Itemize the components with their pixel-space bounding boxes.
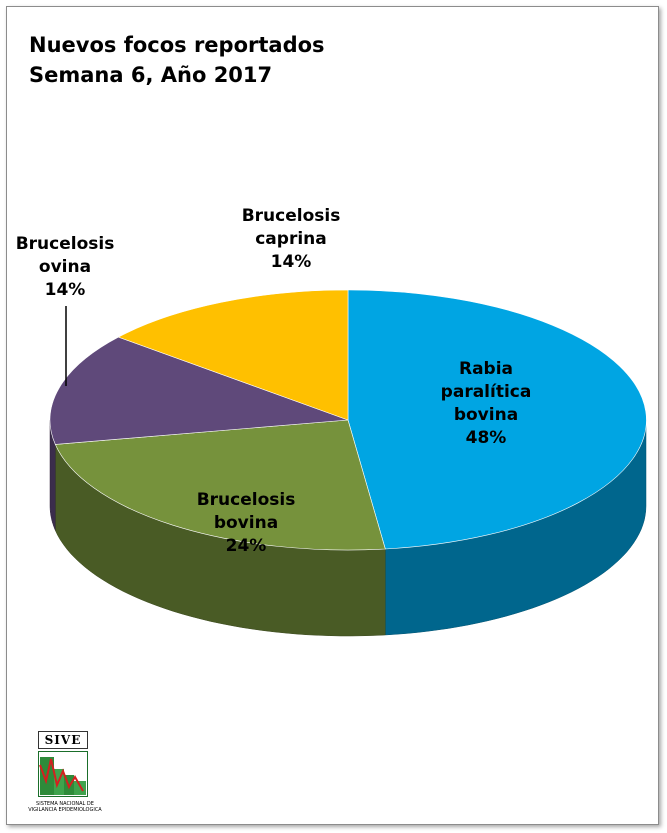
pie-slice-2 xyxy=(49,336,349,445)
slice-label-3-0: Brucelosis xyxy=(242,206,341,226)
chart-title: Nuevos focos reportados Semana 6, Año 20… xyxy=(29,30,325,90)
slice-label-2-0: Brucelosis xyxy=(16,234,115,254)
logo-caption-line1: SISTEMA NACIONAL DE xyxy=(36,801,94,807)
slice-label-0-3: 48% xyxy=(466,428,507,448)
pie-slices xyxy=(49,289,647,551)
slice-label-1-0: Brucelosis xyxy=(197,490,296,510)
slice-label-2-1: ovina xyxy=(39,257,91,277)
sive-logo: SIVE SISTEMA NACIONAL DE VIGILANCIA EPID… xyxy=(18,727,112,815)
pie-labels: Rabia paralítica bovina 48% Brucelosis bovina… xyxy=(16,206,532,556)
pie-slice-1 xyxy=(54,419,386,551)
pie-slice-3 xyxy=(117,289,349,421)
logo-caption-line2: VIGILANCIA EPIDEMIOLOGICA xyxy=(28,807,102,813)
pie-slice-0 xyxy=(347,289,647,550)
logo-wordmark: SIVE xyxy=(38,731,88,749)
slice-label-3-1: caprina xyxy=(255,229,327,249)
logo-caption: SISTEMA NACIONAL DE VIGILANCIA EPIDEMIOL… xyxy=(18,801,112,813)
chart-title-line1: Nuevos focos reportados xyxy=(29,33,325,57)
slice-label-0-1: paralítica xyxy=(441,382,532,402)
chart-title-line2: Semana 6, Año 2017 xyxy=(29,63,273,87)
slice-label-1-2: 24% xyxy=(226,536,267,556)
slice-label-1-1: bovina xyxy=(214,513,278,533)
slice-label-2-2: 14% xyxy=(45,280,86,300)
slice-label-3-2: 14% xyxy=(271,252,312,272)
logo-graph-icon xyxy=(38,751,88,797)
slice-label-0-2: bovina xyxy=(454,405,518,425)
slice-label-0-0: Rabia xyxy=(459,359,513,379)
